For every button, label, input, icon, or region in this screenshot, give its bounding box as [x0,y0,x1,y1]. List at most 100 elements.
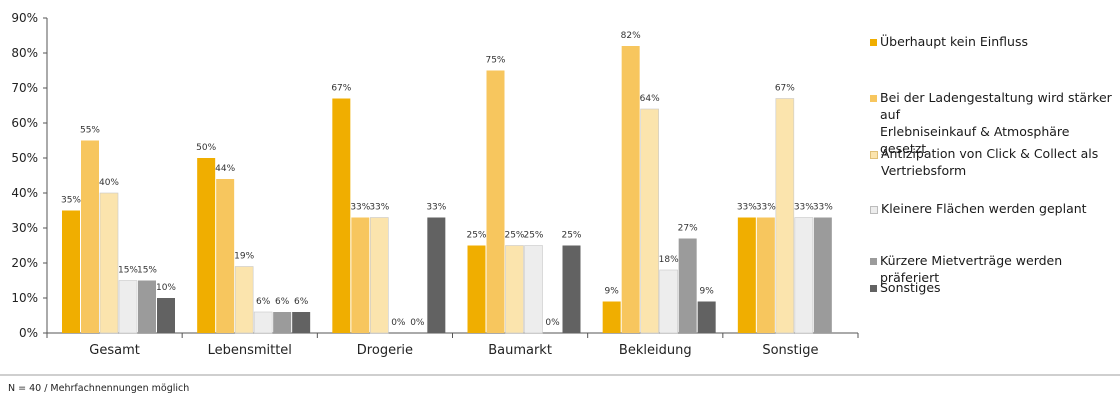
bar [99,192,119,334]
bar [427,217,446,333]
legend-item-ladengestaltung: Bei der Ladengestaltung wird stärker auf… [870,89,1115,157]
data-label: 75% [485,56,505,66]
footnote: N = 40 / Mehrfachnennungen möglich [8,383,190,394]
legend-swatch [870,258,877,265]
y-tick-label: 60% [11,116,38,130]
legend-swatch [870,285,877,292]
data-label: 67% [775,84,795,94]
data-label: 55% [80,126,100,136]
data-label: 19% [234,252,254,262]
bar [775,98,795,334]
bar [737,217,756,333]
data-label: 10% [156,283,176,293]
bar [370,217,389,334]
x-tick-label: Bekleidung [619,343,692,358]
legend-item-kein-einfluss: Überhaupt kein Einfluss [870,33,1028,50]
data-label: 82% [621,31,641,41]
y-tick-label: 90% [11,11,38,25]
data-label: 33% [756,203,776,213]
data-label: 15% [118,266,138,276]
y-tick-label: 10% [11,291,38,305]
bar [118,280,138,334]
bar-chart: 0% 10% 20% 30% 40% 50% 60% 70% 80% 90% Gesamt 35% 55… [11,11,859,358]
data-label: 40% [99,178,119,188]
bar [640,108,659,334]
data-label: 0% [391,318,406,328]
y-tick-label: 80% [11,46,38,60]
bar [562,245,581,333]
bar [253,311,273,334]
bar [505,245,524,334]
y-tick-label: 0% [19,326,38,340]
data-label: 35% [61,196,81,206]
data-label: 33% [369,203,389,213]
bar [678,238,697,333]
data-label: 33% [794,203,814,213]
data-label: 64% [640,94,660,104]
data-label: 44% [215,164,235,174]
bar [659,269,678,334]
data-label: 67% [331,84,351,94]
legend-label: Überhaupt kein Einfluss [880,34,1028,49]
bar [234,266,254,334]
data-label: 27% [678,224,698,234]
bar [197,158,216,333]
chart-legend: Überhaupt kein Einfluss Bei der Ladenges… [870,0,1115,360]
y-tick-label: 40% [11,186,38,200]
bar [157,298,175,333]
legend-label: Kürzere Mietverträge werden präferiert [880,253,1063,285]
legend-item-sonstiges: Sonstiges [870,279,941,296]
x-tick-label: Drogerie [357,343,413,358]
bar [351,217,370,333]
data-label: 0% [545,318,560,328]
data-label: 25% [466,231,486,241]
bar [332,98,351,333]
bar [292,312,311,333]
bar [138,280,156,333]
data-label: 9% [605,287,620,297]
bar [697,301,716,333]
legend-swatch [870,95,877,102]
bar [467,245,486,333]
x-tick-label: Baumarkt [488,343,552,358]
data-label: 33% [813,203,833,213]
legend-swatch [870,151,878,159]
data-label: 6% [256,297,271,307]
y-tick-label: 50% [11,151,38,165]
legend-label: Antizipation von Click & Collect als Ver… [881,146,1099,178]
legend-swatch [870,39,877,46]
data-label: 25% [504,231,524,241]
x-tick-label: Gesamt [89,343,140,358]
data-label: 33% [350,203,370,213]
bar [216,179,235,333]
data-label: 18% [659,255,679,265]
bar [602,301,621,333]
y-tick-label: 70% [11,81,38,95]
data-label: 9% [700,287,715,297]
bar [62,210,80,333]
data-label: 25% [523,231,543,241]
bar [524,245,543,334]
footer-divider [0,374,1120,376]
legend-swatch [870,206,878,214]
bar [756,217,775,333]
legend-item-kuerzere-mietvertraege: Kürzere Mietverträge werden präferiert [870,252,1115,286]
bar [486,70,505,333]
data-label: 33% [737,203,757,213]
bar [621,46,640,333]
y-tick-label: 20% [11,256,38,270]
legend-item-click-collect: Antizipation von Click & Collect als Ver… [870,145,1098,179]
data-label: 25% [561,231,581,241]
data-label: 33% [426,203,446,213]
data-label: 50% [196,143,216,153]
data-label: 15% [137,266,157,276]
data-label: 6% [294,297,309,307]
x-tick-label: Sonstige [762,343,818,358]
legend-label: Kleinere Flächen werden geplant [881,201,1087,216]
bar [794,217,814,334]
legend-item-kleinere-flaechen: Kleinere Flächen werden geplant [870,200,1087,217]
data-label: 6% [275,297,290,307]
data-label: 0% [410,318,425,328]
bar [81,140,99,333]
bar [813,217,832,333]
